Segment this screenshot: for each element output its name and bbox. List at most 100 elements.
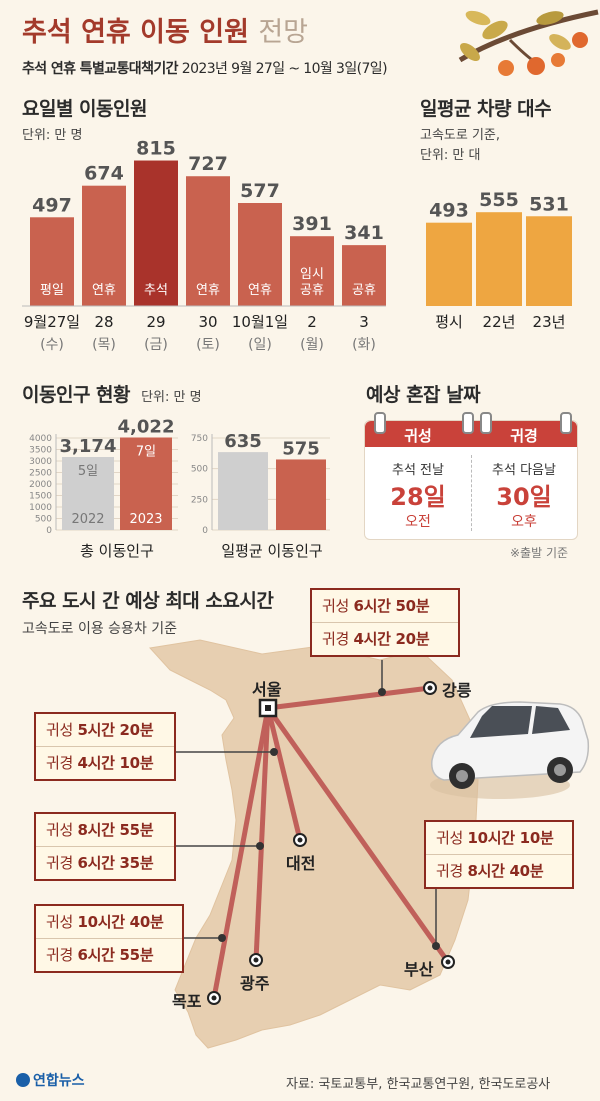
daily-date-label: 9월27일 xyxy=(24,313,80,331)
route-line-busan xyxy=(265,706,451,964)
total-bar-days-label: 5일 xyxy=(78,464,98,479)
time-row-return: 귀경 4시간 10분 xyxy=(36,746,174,779)
return-time: 6시간 35분 xyxy=(77,854,154,872)
daily-value-label: 674 xyxy=(84,163,124,185)
daily-bar xyxy=(82,185,126,306)
daily-weekday-label: (화) xyxy=(352,337,376,353)
time-row-return: 귀경 4시간 20분 xyxy=(312,622,458,655)
depart-time: 6시간 50분 xyxy=(353,597,430,615)
time-box-gangneung: 귀성 6시간 50분 귀경 4시간 20분 xyxy=(310,588,460,657)
logo-globe-icon xyxy=(16,1073,30,1087)
daily-bar xyxy=(186,176,230,306)
daily-weekday-label: (금) xyxy=(144,337,168,353)
return-time: 4시간 20분 xyxy=(353,630,430,648)
page-subtitle: 추석 연휴 특별교통대책기간 2023년 9월 27일 ~ 10월 3일(7일) xyxy=(22,58,388,78)
city-label-busan: 부산 xyxy=(404,960,434,979)
congestion-section-title: 예상 혼잡 날짜 xyxy=(366,384,481,406)
city-label-gangneung: 강릉 xyxy=(442,681,472,700)
vehicle-value-label: 555 xyxy=(479,189,519,211)
total-value-label: 3,174 xyxy=(60,436,117,457)
total-caption: 총 이동인구 xyxy=(80,542,154,560)
total-axis-tick: 2000 xyxy=(29,480,52,490)
daily-bar xyxy=(342,245,386,306)
total-axis-tick: 500 xyxy=(35,515,52,525)
daily-bar-chart: 497 평일 9월27일 (수) 674 연휴 28 (목) 815 추석 29 (금) 727 연휴 30… xyxy=(22,138,386,353)
avg-bar xyxy=(218,452,268,530)
avg-value-label: 575 xyxy=(282,438,320,459)
page-title: 추석 연휴 이동 인원 전망 xyxy=(22,10,308,49)
time-box-mokpo: 귀성 10시간 40분 귀경 6시간 55분 xyxy=(34,904,184,973)
avg-axis-tick: 250 xyxy=(191,495,208,505)
total-axis-tick: 1000 xyxy=(29,503,52,513)
total-value-label: 4,022 xyxy=(118,416,175,437)
city-label-gwangju: 광주 xyxy=(240,974,270,993)
daily-bar-inner-label: 임시 xyxy=(300,267,324,282)
gangneung-marker-icon xyxy=(423,681,437,695)
total-bar-year-label: 2022 xyxy=(71,512,104,527)
daily-bar xyxy=(134,160,178,306)
daily-bar-inner-label: 추석 xyxy=(144,283,168,298)
total-axis-tick: 0 xyxy=(46,526,52,536)
total-axis-tick: 4000 xyxy=(29,434,52,444)
calendar-ring-icon xyxy=(560,412,572,434)
total-axis-tick: 3000 xyxy=(29,457,52,467)
travel-section-title: 주요 도시 간 예상 최대 소요시간 xyxy=(22,590,274,612)
depart-time: 5시간 20분 xyxy=(77,721,154,739)
daily-weekday-label: (월) xyxy=(300,337,324,353)
daily-date-label: 2 xyxy=(307,313,317,331)
daily-weekday-label: (일) xyxy=(248,337,272,353)
vehicle-bar xyxy=(426,222,472,306)
vehicle-value-label: 493 xyxy=(429,200,469,222)
time-box-daejeon: 귀성 5시간 20분 귀경 4시간 10분 xyxy=(34,712,176,781)
footer-logo: 연합뉴스 xyxy=(16,1070,85,1090)
time-box-busan: 귀성 10시간 10분 귀경 8시간 40분 xyxy=(424,820,574,889)
calendar-left-header: 귀성 xyxy=(404,427,432,445)
daily-bar-inner-label: 연휴 xyxy=(92,283,116,298)
gwangju-marker-icon xyxy=(249,953,263,967)
vehicle-bar xyxy=(526,216,572,306)
calendar-left-time: 오전 xyxy=(405,514,431,530)
daily-value-label: 341 xyxy=(344,222,384,244)
total-axis-tick: 1500 xyxy=(29,492,52,502)
total-bar xyxy=(120,437,172,530)
time-row-depart: 귀성 5시간 20분 xyxy=(46,721,154,739)
vehicle-unit-line2: 단위: 만 대 xyxy=(420,148,481,163)
car-icon xyxy=(430,701,590,799)
daily-bar xyxy=(238,203,282,306)
calendar-right-desc: 추석 다음날 xyxy=(492,463,556,478)
avg-value-label: 635 xyxy=(224,431,262,452)
return-time: 4시간 10분 xyxy=(77,754,154,772)
daily-bar-inner-label: 연휴 xyxy=(196,283,220,298)
population-section-title: 이동인구 현황 xyxy=(22,384,131,406)
title-light: 전망 xyxy=(258,17,309,48)
population-header: 이동인구 현황 단위: 만 명 xyxy=(22,380,202,407)
daily-date-label: 30 xyxy=(198,313,217,331)
route-line-gangneung xyxy=(267,685,431,711)
vehicle-bar xyxy=(476,212,522,306)
daily-date-label: 28 xyxy=(94,313,113,331)
daily-bar-inner-label: 공휴 xyxy=(300,283,324,298)
depart-time: 8시간 55분 xyxy=(77,821,154,839)
footer-source: 자료: 국토교통부, 한국교통연구원, 한국도로공사 xyxy=(286,1077,551,1092)
subtitle-bold: 추석 연휴 특별교통대책기간 xyxy=(22,61,179,77)
time-row-return: 귀경 6시간 55분 xyxy=(36,938,182,971)
return-time: 8시간 40분 xyxy=(467,862,544,880)
depart-time: 10시간 40분 xyxy=(77,913,164,931)
time-row-return: 귀경 8시간 40분 xyxy=(426,854,572,887)
avg-axis-tick: 0 xyxy=(202,526,208,536)
total-bar-days-label: 7일 xyxy=(136,444,156,459)
daily-weekday-label: (수) xyxy=(40,337,64,353)
daily-weekday-label: (토) xyxy=(196,337,220,353)
daily-section-title: 요일별 이동인원 xyxy=(22,98,147,120)
vehicle-category-label: 22년 xyxy=(483,313,516,331)
city-label-daejeon: 대전 xyxy=(286,854,316,873)
congestion-note: ※출발 기준 xyxy=(510,546,569,560)
vehicle-value-label: 531 xyxy=(529,193,569,215)
title-main: 추석 연휴 이동 인원 xyxy=(22,17,249,48)
subtitle-period: 2023년 9월 27일 ~ 10월 3일(7일) xyxy=(181,61,388,77)
calendar-right-date: 30일 xyxy=(496,483,552,511)
daily-bar xyxy=(290,236,334,306)
persimmon-branch-icon xyxy=(458,9,599,76)
korea-landmass xyxy=(149,639,479,1049)
daily-date-label: 3 xyxy=(359,313,369,331)
